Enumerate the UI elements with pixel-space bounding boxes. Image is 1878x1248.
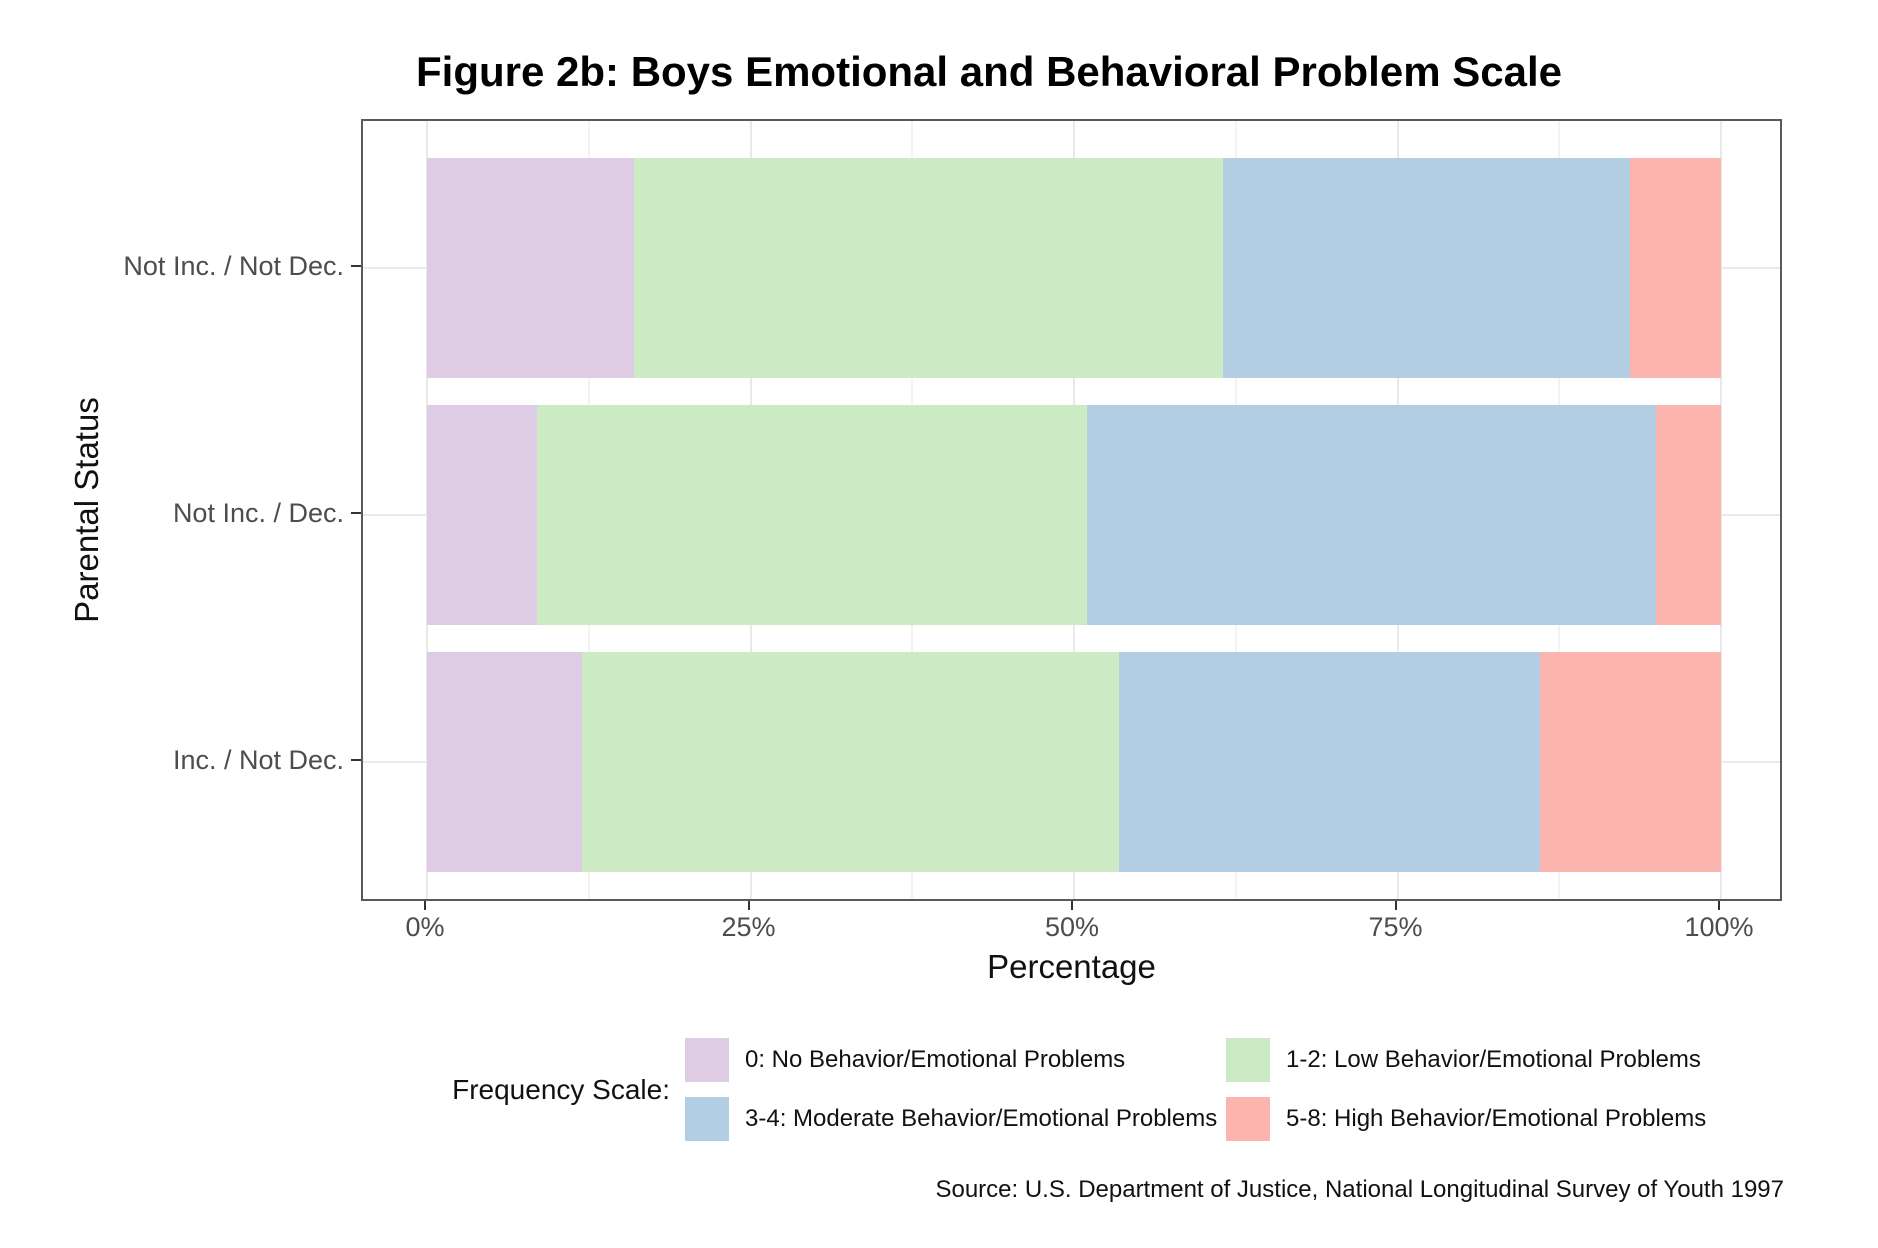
- bar-segment: [1630, 158, 1721, 378]
- x-tick-label: 25%: [721, 912, 776, 942]
- chart-title: Figure 2b: Boys Emotional and Behavioral…: [416, 48, 1562, 95]
- bar-segment: [427, 405, 537, 625]
- legend-swatch: [1226, 1097, 1270, 1141]
- y-tick-label: Not Inc. / Dec.: [172, 498, 344, 528]
- bar-segment: [634, 158, 1223, 378]
- x-tick-label: 0%: [405, 912, 445, 942]
- source-caption: Source: U.S. Department of Justice, Nati…: [935, 1176, 1784, 1203]
- bar-segment: [536, 405, 1087, 625]
- bar-row: [427, 158, 1721, 378]
- bar-segment: [427, 158, 635, 378]
- legend-swatch: [685, 1038, 729, 1082]
- legend-label: 3-4: Moderate Behavior/Emotional Problem…: [745, 1105, 1218, 1132]
- bar-segment: [1222, 158, 1631, 378]
- x-tick-mark: [747, 901, 750, 910]
- y-tick-label: Not Inc. / Not Dec.: [123, 251, 344, 281]
- legend-title: Frequency Scale:: [452, 1074, 670, 1105]
- bar-segment: [1086, 405, 1657, 625]
- x-tick-label: 100%: [1684, 912, 1754, 942]
- legend-label: 1-2: Low Behavior/Emotional Problems: [1286, 1046, 1701, 1073]
- y-tick-mark: [351, 759, 361, 761]
- legend-label: 5-8: High Behavior/Emotional Problems: [1286, 1105, 1707, 1132]
- y-tick-label: Inc. / Not Dec.: [172, 745, 344, 775]
- x-tick-label: 50%: [1044, 912, 1100, 942]
- x-tick-mark: [1071, 901, 1073, 910]
- y-tick-mark: [351, 265, 361, 267]
- x-tick-mark: [424, 901, 426, 910]
- legend-swatch: [685, 1097, 729, 1141]
- bar-segment: [1656, 405, 1721, 625]
- bar-segment: [1539, 652, 1721, 872]
- bar-row: [427, 652, 1721, 872]
- plot-panel: [361, 119, 1782, 901]
- x-tick-mark: [1718, 901, 1720, 910]
- bar-segment: [427, 652, 583, 872]
- bar-row: [427, 405, 1721, 625]
- x-tick-label: 75%: [1368, 912, 1423, 942]
- legend-swatch: [1226, 1038, 1270, 1082]
- bar-segment: [582, 652, 1120, 872]
- y-tick-mark: [351, 512, 361, 514]
- legend-label: 0: No Behavior/Emotional Problems: [745, 1046, 1126, 1073]
- x-tick-mark: [1394, 901, 1397, 910]
- bar-segment: [1119, 652, 1540, 872]
- x-axis-title: Percentage: [987, 948, 1156, 985]
- major-gridline: [1720, 121, 1722, 899]
